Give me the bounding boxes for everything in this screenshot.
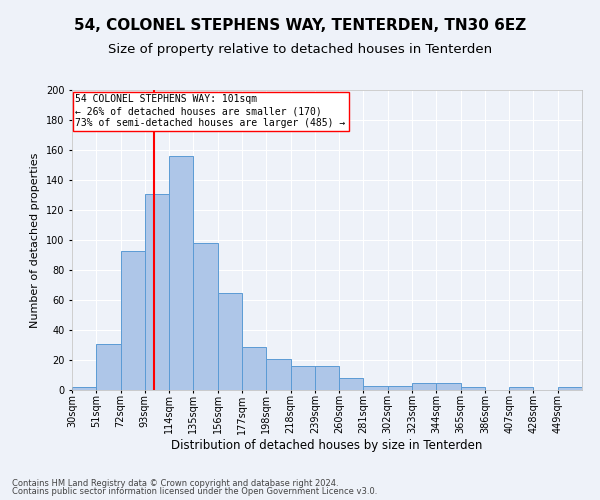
Bar — [364, 386, 388, 390]
Bar — [461, 387, 485, 390]
Bar — [436, 382, 461, 390]
Bar — [193, 243, 218, 390]
Bar — [388, 386, 412, 390]
Bar — [266, 358, 290, 390]
Bar — [72, 387, 96, 390]
Bar — [169, 156, 193, 390]
Bar — [315, 366, 339, 390]
Bar — [121, 250, 145, 390]
Text: Contains public sector information licensed under the Open Government Licence v3: Contains public sector information licen… — [12, 487, 377, 496]
Bar — [96, 344, 121, 390]
Bar — [218, 292, 242, 390]
Bar — [145, 194, 169, 390]
Bar — [339, 378, 364, 390]
Bar — [558, 387, 582, 390]
Y-axis label: Number of detached properties: Number of detached properties — [31, 152, 40, 328]
Text: 54 COLONEL STEPHENS WAY: 101sqm
← 26% of detached houses are smaller (170)
73% o: 54 COLONEL STEPHENS WAY: 101sqm ← 26% of… — [76, 94, 346, 128]
Bar — [290, 366, 315, 390]
Text: 54, COLONEL STEPHENS WAY, TENTERDEN, TN30 6EZ: 54, COLONEL STEPHENS WAY, TENTERDEN, TN3… — [74, 18, 526, 32]
Text: Size of property relative to detached houses in Tenterden: Size of property relative to detached ho… — [108, 42, 492, 56]
X-axis label: Distribution of detached houses by size in Tenterden: Distribution of detached houses by size … — [172, 439, 482, 452]
Bar — [242, 346, 266, 390]
Bar — [509, 387, 533, 390]
Text: Contains HM Land Registry data © Crown copyright and database right 2024.: Contains HM Land Registry data © Crown c… — [12, 478, 338, 488]
Bar — [412, 382, 436, 390]
